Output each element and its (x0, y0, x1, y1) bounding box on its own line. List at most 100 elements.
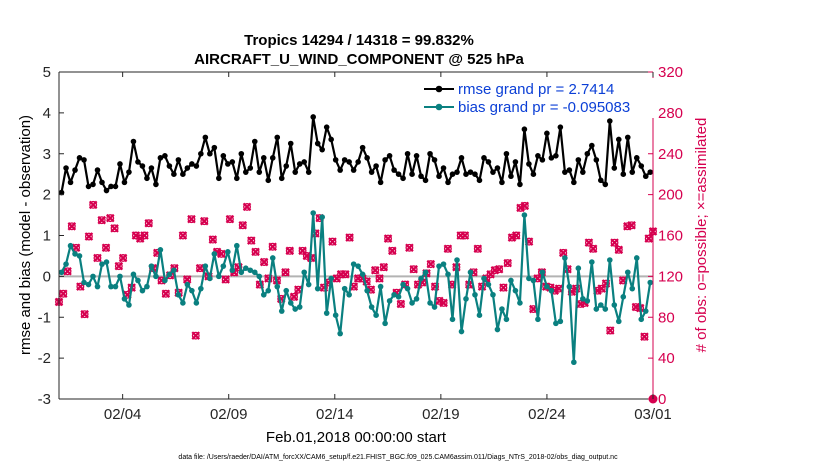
bias-point (602, 306, 609, 312)
bias-point (216, 273, 222, 280)
obs-possible-marker (63, 267, 72, 276)
rmse-point (269, 155, 276, 161)
obs-possible-marker (388, 246, 397, 255)
obs-count-point (106, 213, 115, 223)
obs-possible-marker (285, 246, 294, 255)
rmse-point (328, 136, 334, 143)
obs-possible-marker (610, 238, 619, 247)
bias-point (553, 320, 559, 327)
bias-point (427, 300, 433, 306)
obs-assimilated-marker (409, 264, 418, 274)
rmse-point (431, 157, 438, 163)
obs-assimilated-marker (388, 246, 397, 256)
bias-point (454, 257, 460, 263)
left-tick-label: 1 (43, 228, 51, 245)
obs-possible-marker (319, 283, 328, 292)
rmse-point (553, 152, 559, 159)
obs-assimilated-marker (88, 200, 98, 210)
obs-possible-marker (443, 244, 452, 253)
bias-point (269, 255, 276, 261)
obs-possible-marker (238, 221, 247, 230)
obs-possible-marker (473, 244, 482, 253)
rmse-point (341, 157, 348, 163)
bias-point (436, 263, 442, 269)
obs-possible-marker (97, 216, 106, 225)
obs-assimilated-marker (520, 201, 530, 211)
bias-point (611, 302, 618, 308)
left-tick-label: 0 (43, 268, 51, 285)
obs-possible-marker (597, 284, 606, 293)
rmse-point (593, 157, 600, 163)
obs-count-point (289, 292, 299, 302)
rmse-point (440, 165, 447, 171)
obs-assimilated-marker (584, 238, 594, 247)
bias-point (112, 283, 119, 290)
obs-possible-marker (178, 231, 187, 240)
rmse-point (229, 159, 236, 165)
obs-assimilated-marker (200, 216, 209, 226)
obs-count-point (520, 201, 530, 211)
bias-point (440, 261, 447, 267)
obs-count-point (605, 326, 615, 335)
obs-count-point (345, 233, 354, 242)
rmse-point (144, 175, 150, 182)
rmse-point (346, 159, 352, 165)
bias-point (94, 283, 101, 290)
obs-possible-marker (499, 283, 508, 292)
bias-point (292, 306, 299, 312)
obs-assimilated-marker (640, 332, 649, 341)
obs-count-point (144, 218, 154, 228)
bias-point (117, 273, 123, 280)
bias-point (606, 257, 613, 263)
bias-point (139, 287, 146, 294)
obs-assimilated-marker (379, 262, 389, 272)
bias-point (72, 251, 78, 257)
bias-point (418, 275, 424, 282)
obs-assimilated-marker (405, 243, 414, 253)
rmse-point (112, 183, 119, 190)
obs-count-point (63, 266, 72, 276)
rmse-point (422, 177, 429, 184)
bias-point (535, 316, 541, 323)
rmse-point (278, 175, 285, 182)
rmse-point (624, 134, 631, 141)
bias-point (81, 279, 87, 286)
bias-point (624, 269, 631, 276)
rmse-point (436, 173, 442, 180)
obs-count-point (93, 253, 102, 263)
bias-point (476, 312, 483, 319)
bias-point (373, 312, 379, 319)
bias-point (647, 279, 654, 286)
bias-point (494, 326, 501, 333)
rmse-point (566, 167, 573, 173)
bias-point (166, 271, 173, 278)
rmse-point (242, 169, 249, 175)
bias-point (323, 310, 330, 316)
rmse-point (153, 181, 159, 188)
rmse-point (615, 136, 622, 143)
obs-count-point (584, 238, 594, 247)
bias-point (274, 283, 281, 290)
rmse-point (606, 118, 613, 124)
rmse-point (202, 134, 209, 141)
left-tick-label: 2 (43, 187, 51, 204)
bias-point (409, 300, 415, 306)
rmse-point (575, 157, 582, 163)
bias-point (485, 281, 492, 288)
obs-possible-marker (362, 277, 371, 286)
bias-point (395, 294, 402, 300)
obs-count-point (242, 202, 252, 212)
rmse-point (499, 179, 505, 186)
obs-possible-marker (503, 259, 512, 268)
obs-possible-marker (495, 265, 504, 274)
bias-point (377, 283, 384, 290)
obs-assimilated-marker (187, 214, 196, 224)
obs-assimilated-marker (217, 249, 226, 259)
obs-count-point (238, 221, 248, 230)
obs-possible-marker (84, 232, 93, 241)
obs-possible-marker (614, 245, 623, 254)
obs-assimilated-marker (494, 264, 504, 274)
obs-possible-marker (439, 298, 448, 307)
bias-point (310, 210, 317, 216)
